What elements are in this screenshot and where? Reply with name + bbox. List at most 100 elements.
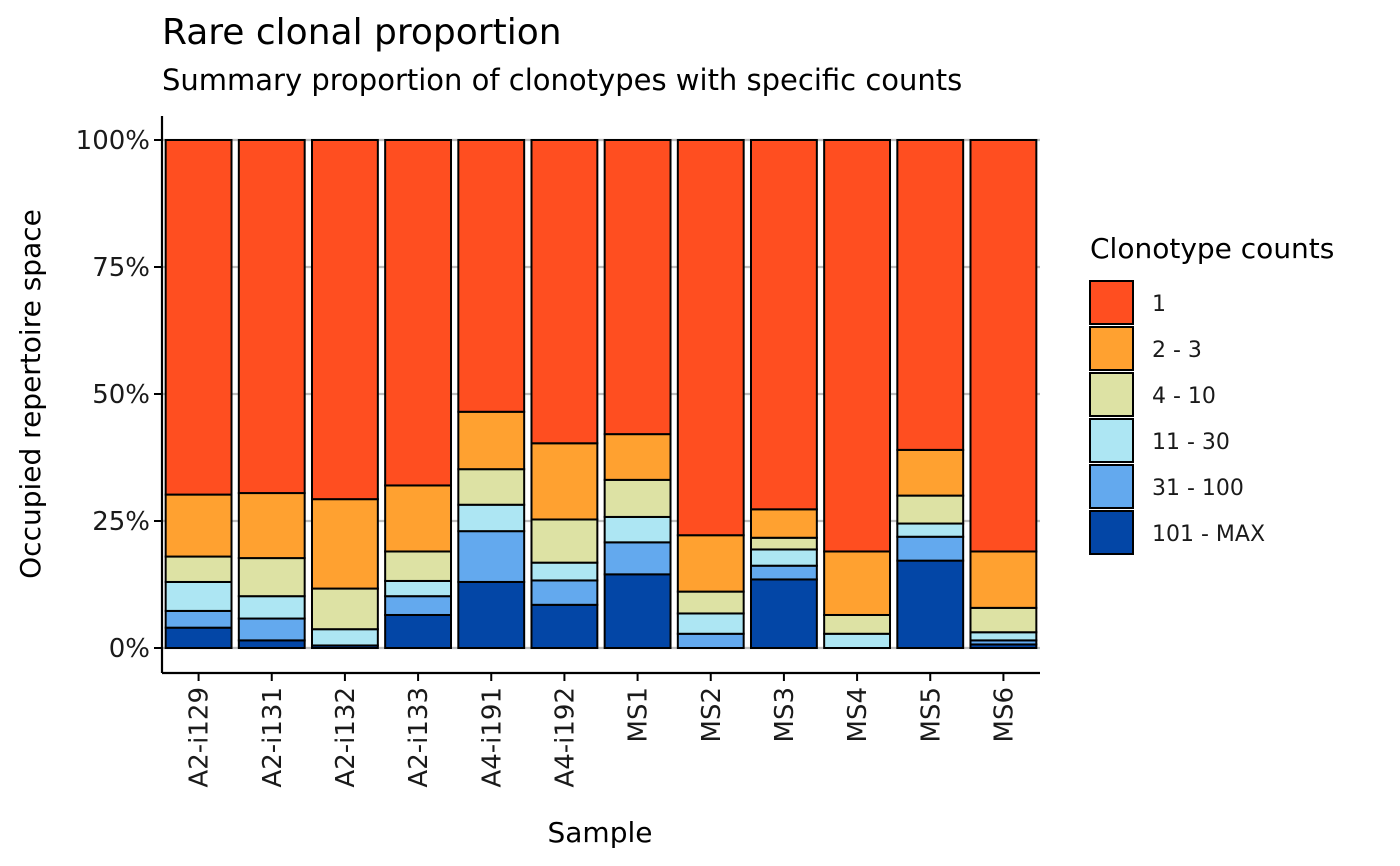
x-tick-label: MS6 (989, 687, 1019, 742)
bar-segment (384, 550, 453, 582)
bar-segment (457, 468, 526, 506)
gridlines (162, 138, 1040, 650)
x-tick-label: MS3 (770, 687, 800, 742)
bar-segment (603, 573, 672, 650)
bar-segment (310, 587, 379, 631)
bar-segment (457, 410, 526, 471)
bar-segment (164, 139, 233, 496)
plot-panel: 0%25%50%75%100% A2-i129 A2-i131 A2-i132 A2-… (76, 116, 1040, 788)
bar-segment (823, 613, 892, 635)
bar-segment (457, 580, 526, 650)
bar-segment (749, 578, 818, 649)
bar-segment (237, 617, 306, 642)
x-tick-label: A2-i131 (258, 687, 288, 788)
x-tick-labels: A2-i129 A2-i131 A2-i132 A2-i133 A4-i191 A4-i1… (185, 673, 1019, 788)
bar-segment (603, 515, 672, 544)
bar-segment (384, 484, 453, 553)
bar-segment (603, 433, 672, 481)
bar-segment (530, 518, 599, 564)
x-tick-label: A2-i132 (331, 687, 361, 788)
bar-segment (530, 579, 599, 606)
bar-segment (603, 541, 672, 576)
bar-segment (457, 530, 526, 583)
bar-segment (457, 139, 526, 413)
bar-segment (969, 631, 1038, 642)
bar-segment (384, 579, 453, 598)
y-tick-label: 75% (92, 253, 150, 283)
x-tick-label: A2-i129 (185, 687, 215, 788)
bar-segment (237, 492, 306, 560)
bar-segment (676, 590, 745, 615)
bar-segment (164, 580, 233, 612)
x-tick-label: MS1 (624, 687, 654, 742)
y-tick-label: 50% (92, 380, 150, 410)
x-tick-label: A2-i133 (404, 687, 434, 788)
y-tick-label: 100% (76, 126, 150, 156)
bar-segment (237, 139, 306, 495)
legend-label: 31 - 100 (1152, 476, 1244, 501)
bar-segment (676, 139, 745, 537)
legend-items: 1 2 - 3 4 - 10 11 - 30 31 - 100 101 - MAX (1089, 280, 1265, 555)
x-tick-label: A4-i191 (477, 687, 507, 788)
bar-segment (823, 139, 892, 553)
bar-segment (164, 493, 233, 558)
bar-segment (823, 632, 892, 650)
bar-segment (749, 139, 818, 511)
legend: Clonotype counts 1 2 - 3 4 - 10 11 - 30 31 -… (1089, 232, 1334, 555)
x-tick-label: MS4 (843, 687, 873, 742)
legend-swatch (1089, 326, 1134, 371)
bar-segment (896, 522, 965, 538)
bar-segment (969, 606, 1038, 634)
x-tick-label: A4-i192 (550, 687, 580, 788)
x-axis-title: Sample (548, 816, 653, 849)
bar-segment (676, 632, 745, 650)
bar-segment (896, 139, 965, 451)
x-tick-label: MS5 (916, 687, 946, 742)
bar-segment (164, 626, 233, 649)
bar-segment (310, 628, 379, 647)
y-tick-label: 0% (109, 634, 150, 664)
bar-segment (310, 139, 379, 501)
legend-label: 4 - 10 (1152, 384, 1216, 409)
bar-segment (603, 139, 672, 436)
legend-label: 1 (1152, 292, 1166, 317)
legend-swatch (1089, 418, 1134, 463)
bar-segment (384, 139, 453, 487)
bar-segment (164, 609, 233, 629)
bar-segment (237, 557, 306, 598)
bar-segment (969, 550, 1038, 609)
bar-segment (969, 139, 1038, 553)
x-tick-label: MS2 (697, 687, 727, 742)
bar-segment (676, 534, 745, 593)
bar-segment (310, 498, 379, 590)
y-tick-labels: 0% 25% 50% 75% 100% (76, 126, 162, 664)
legend-label: 11 - 30 (1152, 430, 1230, 455)
bar-segment (457, 503, 526, 533)
bar-segment (384, 613, 453, 649)
chart-subtitle: Summary proportion of clonotypes with sp… (162, 63, 962, 97)
bar-segment (384, 595, 453, 616)
bar-segment (749, 548, 818, 567)
bar-segment (530, 603, 599, 650)
bar-segment (530, 139, 599, 445)
bar-segment (749, 508, 818, 539)
chart-title: Rare clonal proportion (162, 12, 562, 53)
legend-label: 2 - 3 (1152, 338, 1202, 363)
legend-swatch (1089, 372, 1134, 417)
bar-segment (237, 595, 306, 620)
bar-segment (676, 612, 745, 635)
bar-segment (603, 478, 672, 518)
bar-segment (530, 561, 599, 582)
bar-segment (530, 442, 599, 521)
y-axis-title: Occupied repertoire space (14, 209, 47, 579)
bar-segment (749, 564, 818, 581)
bar-segment (896, 494, 965, 525)
bar-segment (237, 639, 306, 650)
bars (164, 139, 1038, 650)
legend-label: 101 - MAX (1152, 522, 1265, 547)
bar-segment (164, 555, 233, 583)
bar-segment (749, 536, 818, 551)
bar-segment (896, 448, 965, 497)
bar-segment (896, 559, 965, 650)
